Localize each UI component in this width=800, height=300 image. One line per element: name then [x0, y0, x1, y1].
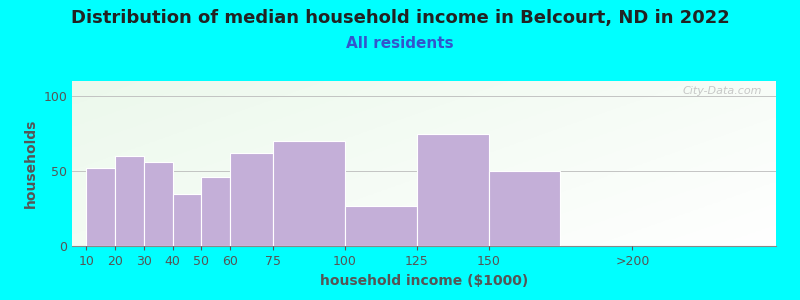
Bar [230, 153, 273, 246]
Text: City-Data.com: City-Data.com [682, 86, 762, 96]
Bar [417, 134, 489, 246]
Y-axis label: households: households [24, 119, 38, 208]
Bar [273, 141, 345, 246]
Bar [115, 156, 144, 246]
Bar [86, 168, 115, 246]
Bar [202, 177, 230, 246]
Text: All residents: All residents [346, 36, 454, 51]
Bar [489, 171, 561, 246]
Bar [345, 206, 417, 246]
Bar [144, 162, 173, 246]
X-axis label: household income ($1000): household income ($1000) [320, 274, 528, 288]
Bar [173, 194, 202, 246]
Text: Distribution of median household income in Belcourt, ND in 2022: Distribution of median household income … [70, 9, 730, 27]
